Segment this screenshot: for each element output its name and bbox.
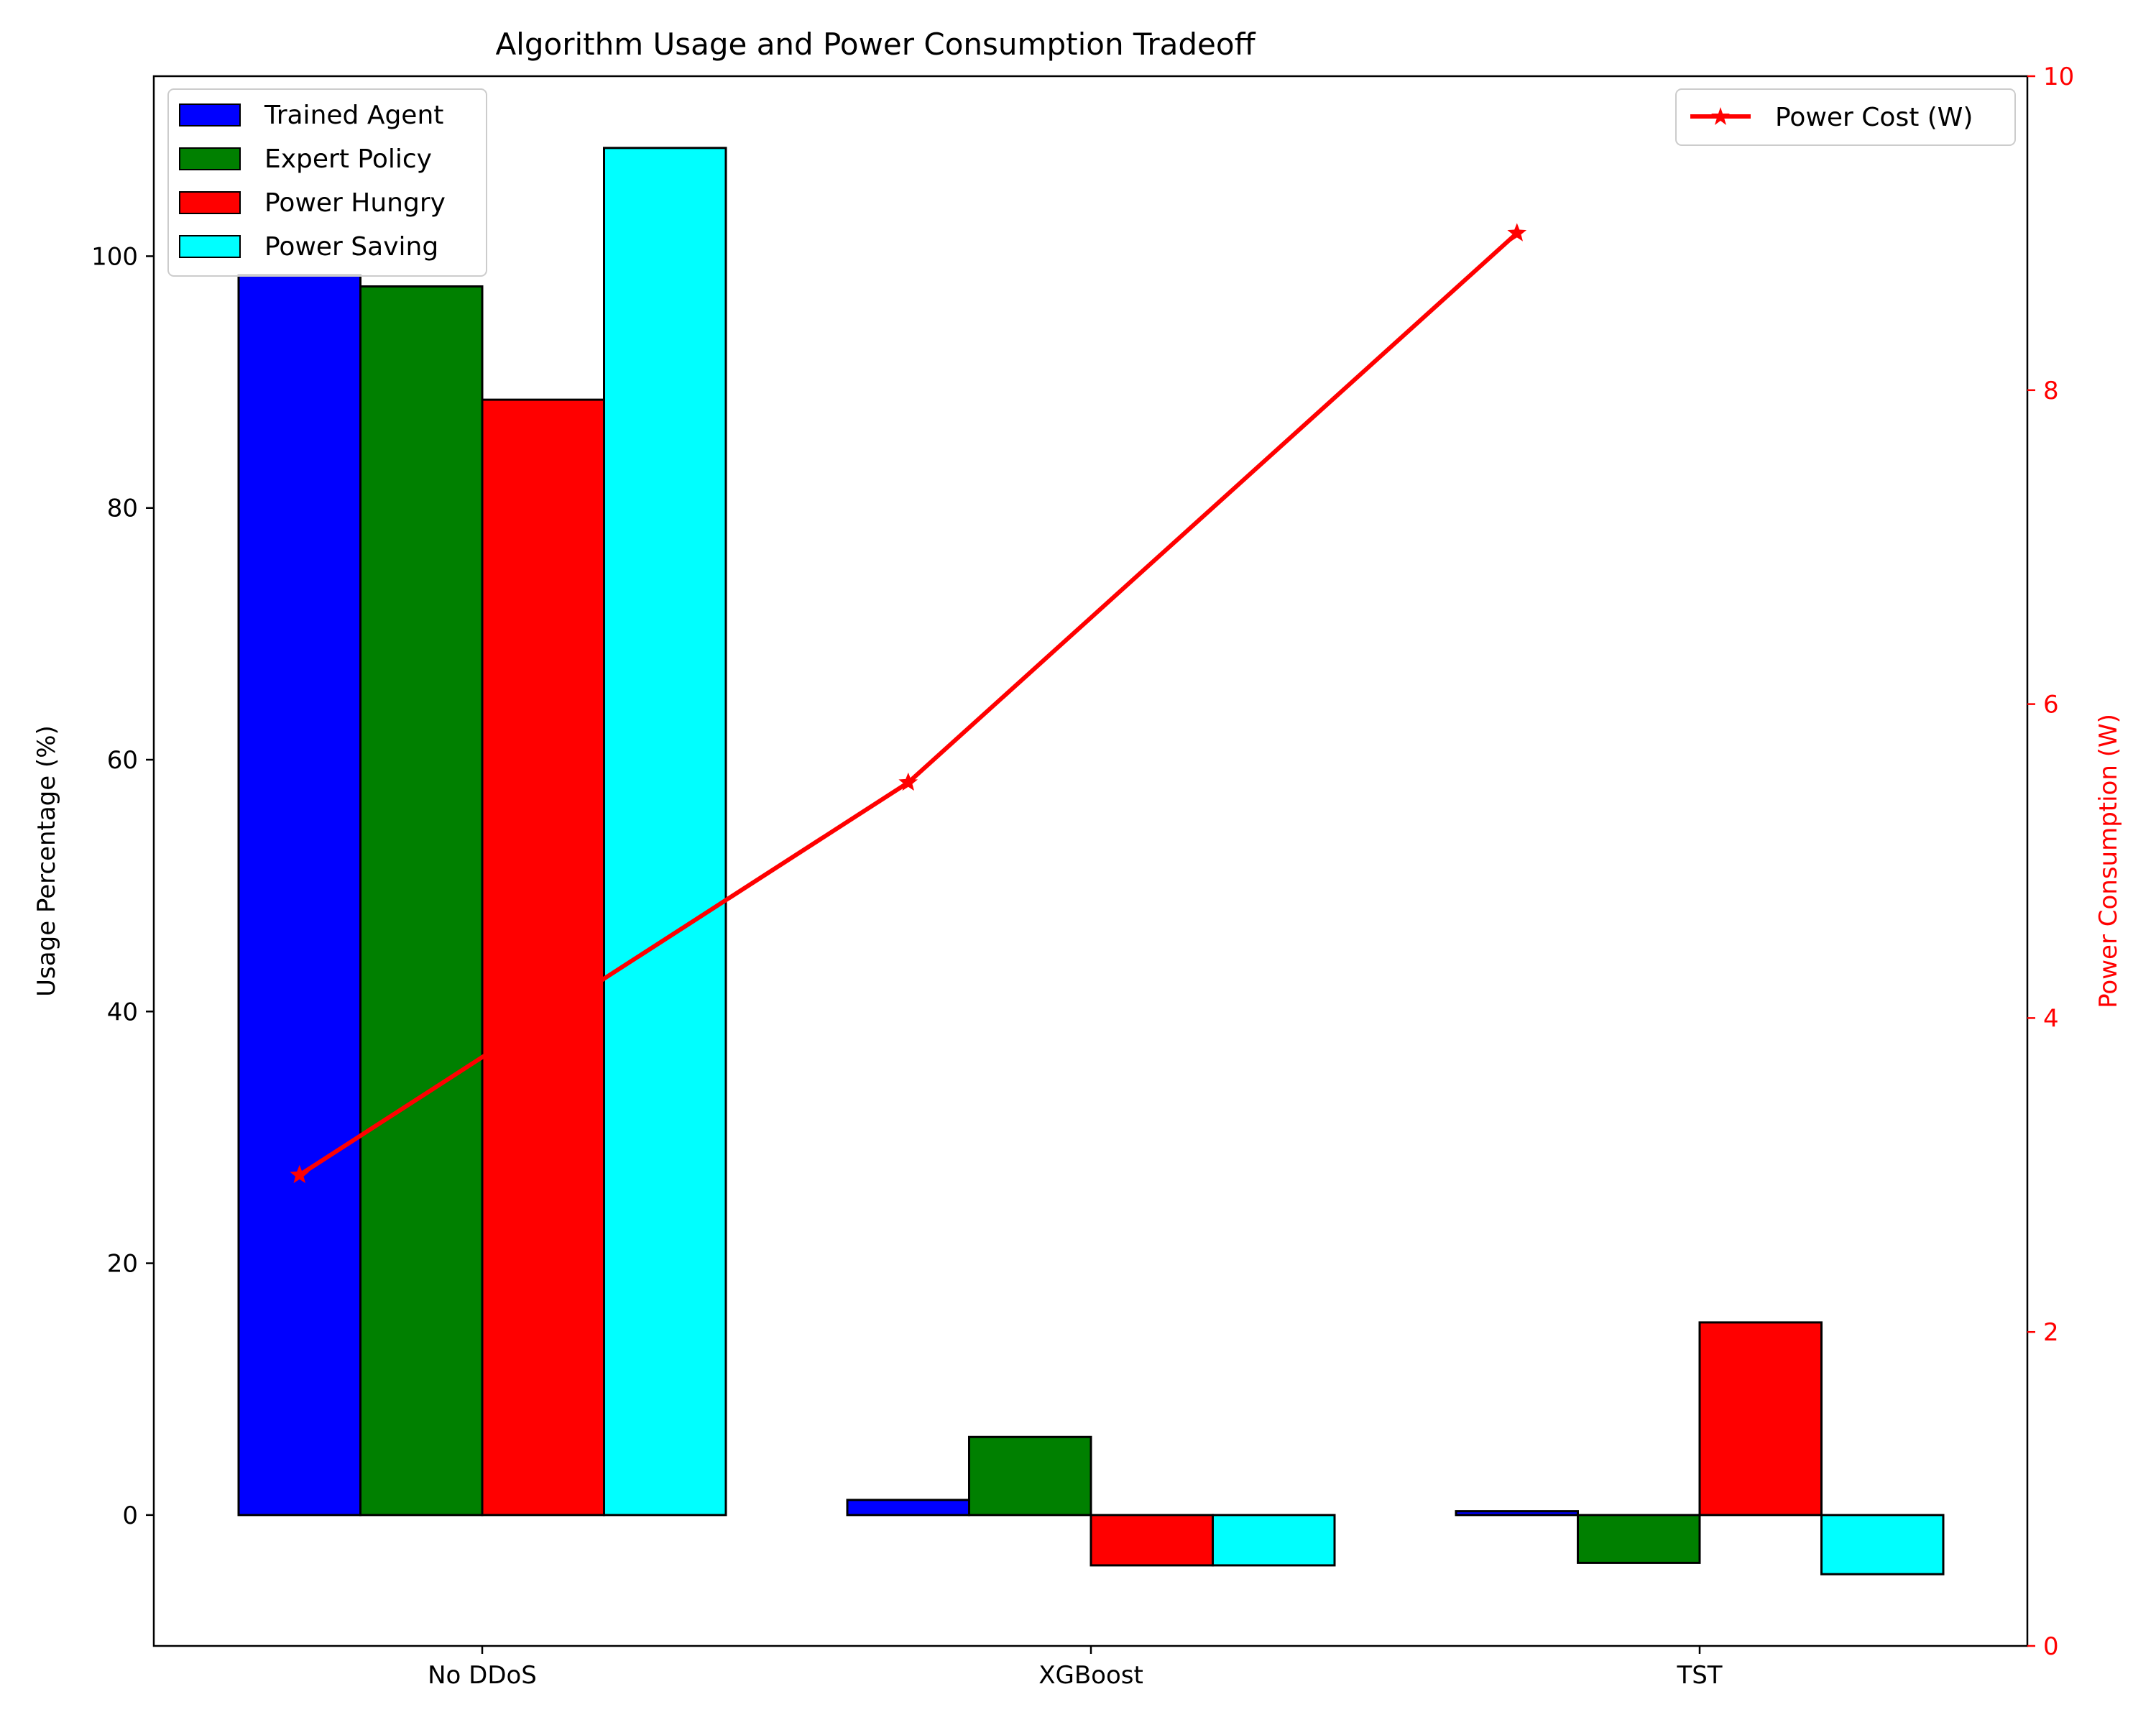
right-y-axis: 0 2 4 6 8 10 [2027, 63, 2074, 1661]
right-tick-label-4: 4 [2043, 1004, 2059, 1033]
legend-label-power-saving: Power Saving [264, 232, 438, 262]
right-tick-label-10: 10 [2043, 63, 2074, 91]
right-tick-label-2: 2 [2043, 1318, 2059, 1347]
x-axis: No DDoS XGBoost TST [428, 1646, 1723, 1690]
bar-power-saving-xgboost [1212, 1514, 1336, 1567]
power-cost-point-xgboost [898, 772, 918, 791]
x-tick-label-tst: TST [1676, 1661, 1722, 1690]
legend-label-expert-policy: Expert Policy [264, 144, 432, 174]
bar-expert-policy-tst [1577, 1514, 1701, 1564]
legend-marker-star-icon [1711, 107, 1730, 125]
right-tick-label-8: 8 [2043, 377, 2059, 405]
bar-power-hungry-tst [1698, 1321, 1823, 1517]
chart-title: Algorithm Usage and Power Consumption Tr… [495, 27, 1256, 62]
left-tick-label-0: 0 [122, 1501, 138, 1530]
bars-legend-box [167, 88, 487, 277]
power-cost-point-no-ddos [290, 1164, 310, 1184]
left-y-axis: 0 20 40 60 80 100 [91, 242, 154, 1530]
right-y-axis-label: Power Consumption (W) [2094, 714, 2123, 1008]
x-tick-label-xgboost: XGBoost [1038, 1661, 1143, 1690]
bars-legend: Trained Agent Expert Policy Power Hungry… [167, 88, 487, 277]
x-tick-label-no-ddos: No DDoS [428, 1661, 537, 1690]
bar-power-hungry-xgboost [1089, 1514, 1214, 1567]
legend-label-power-hungry: Power Hungry [264, 188, 446, 218]
bar-power-saving-no-ddos [603, 147, 727, 1517]
legend-label-trained-agent: Trained Agent [264, 101, 443, 130]
bar-trained-agent-tst [1455, 1510, 1579, 1517]
right-tick-label-6: 6 [2043, 691, 2059, 719]
left-y-axis-label: Usage Percentage (%) [32, 725, 61, 997]
left-tick-label-20: 20 [107, 1250, 138, 1279]
line-legend: Power Cost (W) [1675, 88, 2016, 146]
bar-trained-agent-xgboost [846, 1499, 970, 1517]
left-tick-label-60: 60 [107, 746, 138, 775]
left-tick-label-80: 80 [107, 494, 138, 523]
left-tick-label-40: 40 [107, 998, 138, 1026]
bar-trained-agent-no-ddos [237, 274, 361, 1517]
bars [237, 147, 1945, 1576]
legend-swatch-expert-policy [179, 147, 241, 170]
power-cost-point-tst [1507, 223, 1527, 242]
line-legend-box [1675, 88, 2016, 146]
bar-power-hungry-no-ddos [481, 398, 605, 1517]
bar-expert-policy-xgboost [968, 1435, 1092, 1517]
legend-label-power-cost: Power Cost (W) [1775, 103, 1973, 132]
bar-power-saving-tst [1820, 1514, 1945, 1576]
legend-swatch-trained-agent [179, 104, 241, 126]
legend-swatch-power-hungry [179, 191, 241, 214]
power-line-series [290, 223, 1527, 1184]
right-tick-label-0: 0 [2043, 1632, 2059, 1661]
bar-expert-policy-no-ddos [359, 285, 484, 1517]
left-tick-label-100: 100 [91, 242, 138, 271]
legend-swatch-power-saving [179, 235, 241, 258]
